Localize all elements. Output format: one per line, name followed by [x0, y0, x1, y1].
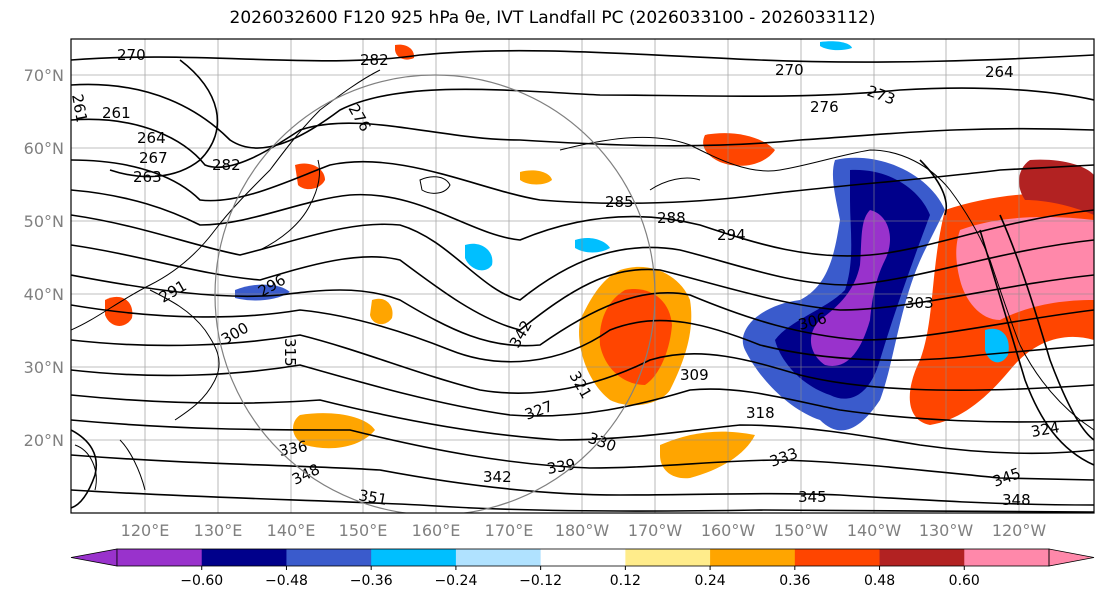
lat-label: 60°N — [24, 139, 64, 158]
colorbar-bin — [879, 549, 965, 566]
contour-label: 342 — [483, 468, 512, 486]
colorbar-tick-label: 0.12 — [610, 573, 641, 589]
colorbar-over-extension — [1048, 548, 1095, 567]
map-frame — [70, 38, 1095, 514]
colorbar-bin — [117, 549, 203, 566]
contour-label: 282 — [360, 51, 389, 69]
colorbar-bin — [540, 549, 626, 566]
contour-label: 264 — [985, 63, 1014, 81]
theta-e-contours — [71, 49, 1094, 513]
lon-label: 180°W — [555, 521, 610, 540]
contour-label: 264 — [137, 129, 166, 147]
contour-label: 303 — [905, 294, 934, 312]
contour-label: 276 — [810, 98, 839, 116]
colorbar-tick-label: 0.36 — [779, 573, 810, 589]
lat-label: 70°N — [24, 66, 64, 85]
small-negative-1 — [575, 237, 610, 253]
contour-label: 324 — [1030, 418, 1061, 441]
contour-label: 309 — [680, 366, 709, 384]
colorbar-tick-label: 0.24 — [695, 573, 726, 589]
colorbar-bin — [201, 549, 287, 566]
colorbar-under-extension — [70, 548, 118, 567]
colorbar-tick-label: 0.48 — [864, 573, 895, 589]
lon-label: 120°W — [992, 521, 1047, 540]
small-positive-3 — [370, 298, 393, 325]
colorbar-bin — [964, 549, 1050, 566]
colorbar-frame — [116, 548, 1050, 567]
lon-label: 140°W — [847, 521, 902, 540]
small-positive-4 — [520, 170, 552, 185]
colorbar-bin — [286, 549, 372, 566]
longitude-labels: 120°E 130°E 140°E 150°E 160°E 170°E 180°… — [121, 521, 1047, 540]
contour-label: 345 — [798, 488, 827, 506]
contour-label: 315 — [281, 338, 299, 367]
colorbar: −0.60 −0.48 −0.36 −0.24 −0.12 0.12 0.24 0.36 0.4… — [70, 548, 1095, 589]
colorbar-bin — [455, 549, 542, 566]
lon-label: 140°E — [267, 521, 316, 540]
contour-label: 282 — [212, 156, 241, 174]
lat-label: 30°N — [24, 358, 64, 377]
lon-label: 130°W — [919, 521, 974, 540]
contour-label: 285 — [605, 193, 634, 211]
contour-label: 288 — [657, 209, 686, 227]
lon-label: 150°W — [774, 521, 829, 540]
small-negative-5 — [820, 41, 852, 51]
colorbar-bin — [371, 549, 457, 566]
colorbar-bin — [794, 549, 881, 566]
colorbar-bin — [625, 549, 711, 566]
lon-label: 130°E — [194, 521, 243, 540]
lat-label: 20°N — [24, 431, 64, 450]
contour-label: 294 — [717, 226, 746, 244]
contour-label: 339 — [546, 455, 577, 478]
contour-label: 263 — [133, 168, 162, 186]
lon-label: 170°E — [485, 521, 534, 540]
map-title: 2026032600 F120 925 hPa θe, IVT Landfall… — [229, 8, 876, 28]
reference-circle — [214, 74, 656, 513]
contour-label: 318 — [746, 404, 775, 422]
contour-label: 336 — [278, 437, 309, 460]
small-negative-2 — [465, 243, 493, 271]
contour-label: 270 — [775, 61, 804, 79]
west-coast-dark-band — [1018, 159, 1094, 215]
subtropical-positive-band — [660, 431, 755, 479]
colorbar-tick-label: 0.60 — [949, 573, 980, 589]
colorbar-tick-label: −0.12 — [519, 573, 562, 589]
contour-label: 261 — [102, 104, 131, 122]
lat-label: 50°N — [24, 212, 64, 231]
lon-label: 160°E — [412, 521, 461, 540]
gulf-positive — [703, 133, 775, 166]
contour-label: 261 — [68, 93, 91, 124]
lon-label: 150°E — [339, 521, 388, 540]
latitude-labels: 70°N 60°N 50°N 40°N 30°N 20°N — [24, 66, 64, 450]
lon-label: 170°W — [628, 521, 683, 540]
map-field: 270 261 261 264 267 263 276 282 270 276 … — [68, 39, 1094, 513]
colorbar-tick-label: −0.48 — [265, 573, 308, 589]
contour-label: 348 — [1002, 491, 1031, 509]
colorbar-tick-label: −0.60 — [180, 573, 223, 589]
colorbar-tick-label: −0.36 — [350, 573, 393, 589]
colorbar-tick-label: −0.24 — [434, 573, 477, 589]
contour-label: 270 — [117, 46, 146, 64]
lon-label: 120°E — [121, 521, 170, 540]
colorbar-bin — [710, 549, 796, 566]
negative-anomaly-peak — [810, 210, 890, 366]
map-background — [71, 39, 1094, 513]
lat-label: 40°N — [24, 285, 64, 304]
lon-label: 160°W — [701, 521, 756, 540]
contour-label: 267 — [139, 149, 168, 167]
